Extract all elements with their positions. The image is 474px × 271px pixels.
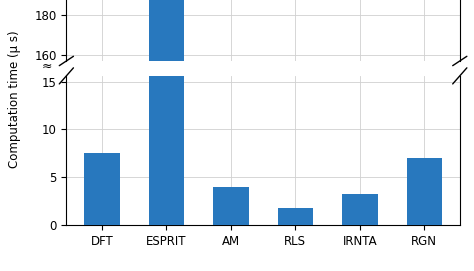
- Bar: [407, 158, 442, 225]
- Bar: [148, 0, 184, 225]
- Bar: [84, 153, 119, 225]
- Bar: [342, 194, 378, 225]
- Bar: [213, 187, 248, 225]
- Bar: [278, 208, 313, 225]
- Text: Computation time (μ s): Computation time (μ s): [8, 31, 21, 168]
- Text: ≈: ≈: [42, 60, 52, 73]
- Bar: [148, 0, 184, 271]
